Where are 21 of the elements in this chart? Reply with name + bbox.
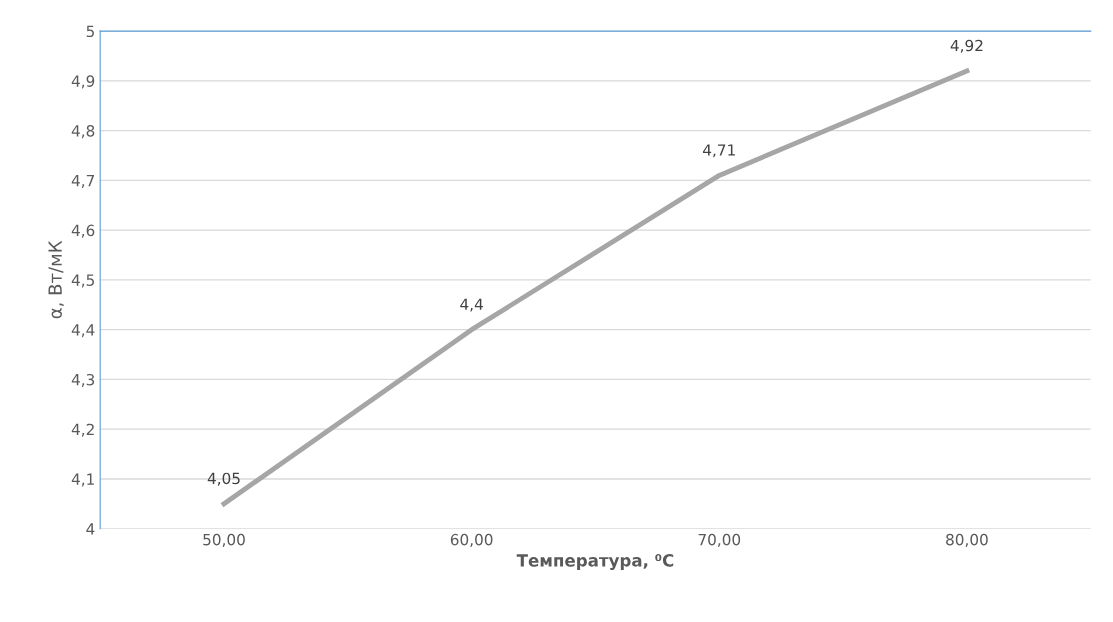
y-tick-label: 5 xyxy=(86,25,94,38)
y-tick-label: 4,6 xyxy=(71,224,95,238)
data-label: 4,05 xyxy=(207,472,240,486)
y-tick-label: 4,2 xyxy=(71,423,94,437)
y-tick-label: 4,4 xyxy=(71,324,95,338)
y-tick-label: 4,7 xyxy=(71,175,94,188)
x-tick-label: 70,00 xyxy=(698,533,741,547)
y-tick-label: 4,1 xyxy=(71,473,94,487)
y-tick-label: 4 xyxy=(86,523,95,535)
y-tick-label: 4,5 xyxy=(71,274,94,288)
x-axis-title: Температура, ⁰C xyxy=(516,554,674,571)
y-tick-label: 4,9 xyxy=(71,75,95,89)
data-label: 4,71 xyxy=(703,144,735,158)
x-tick-label: 50,00 xyxy=(203,533,245,547)
y-tick-label: 4,8 xyxy=(71,125,95,139)
x-tick-label: 80,00 xyxy=(946,533,988,547)
y-tick-label: 4,3 xyxy=(71,373,95,387)
x-tick-label: 60,00 xyxy=(450,533,493,547)
y-axis-title: α, Вт/мК xyxy=(48,240,64,319)
data-label: 4,92 xyxy=(950,39,983,53)
data-label: 4,4 xyxy=(460,298,483,312)
